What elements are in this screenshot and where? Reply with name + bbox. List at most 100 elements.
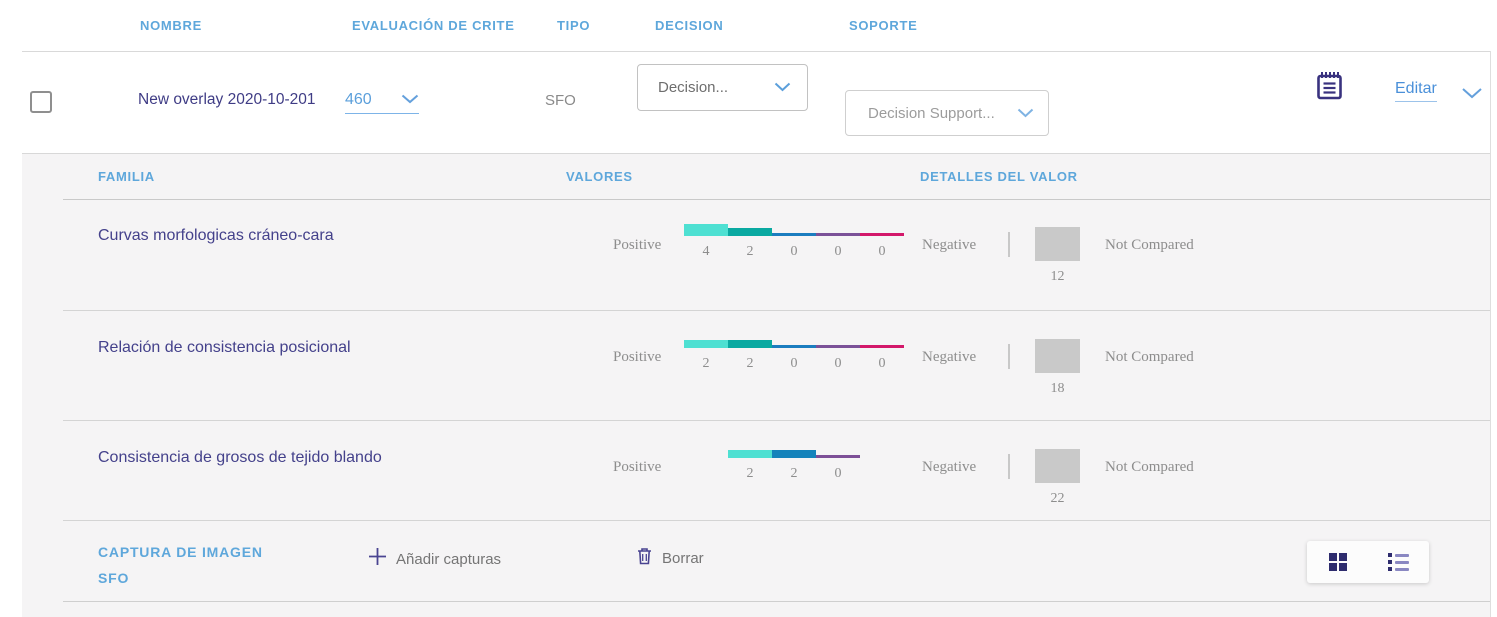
bar	[684, 224, 728, 236]
detail-panel: FAMILIA VALORES DETALLES DEL VALOR Curva…	[22, 153, 1490, 617]
bar-value-label: 0	[790, 356, 798, 371]
add-captures-label: Añadir capturas	[396, 550, 502, 568]
bar-segment: 4	[684, 224, 728, 259]
bar-segment: 0	[816, 455, 860, 481]
positive-label: Positive	[613, 237, 662, 253]
positive-label: Positive	[613, 459, 662, 475]
separator-bar	[1008, 232, 1010, 257]
detail-column-valores: VALORES	[566, 169, 633, 184]
bar	[860, 345, 904, 348]
row-expand-chevron-icon[interactable]	[1461, 86, 1483, 104]
column-header-decision: DECISION	[655, 18, 724, 33]
bar-value-label: 2	[746, 356, 754, 371]
bar-value-label: 0	[878, 356, 886, 371]
bar	[772, 450, 816, 458]
capture-section-title: CAPTURA DE IMAGEN SFO	[98, 539, 263, 591]
table-row: Relación de consistencia posicional Posi…	[22, 311, 1490, 421]
not-compared-label: Not Compared	[1105, 349, 1194, 365]
bar-segment: 2	[772, 450, 816, 481]
negative-count: 12	[1050, 269, 1065, 284]
delete-button[interactable]: Borrar	[637, 547, 704, 570]
detail-column-detalles: DETALLES DEL VALOR	[920, 169, 1078, 184]
bar-segment: 0	[860, 345, 904, 371]
separator-bar	[1008, 344, 1010, 369]
bar-segment: 0	[816, 233, 860, 259]
negative-count-box	[1035, 449, 1080, 483]
grid-view-button[interactable]	[1307, 541, 1368, 583]
column-header-soporte: SOPORTE	[849, 18, 918, 33]
evaluacion-select[interactable]: 460	[345, 87, 419, 114]
chevron-down-icon	[401, 91, 419, 109]
detail-header-divider	[63, 199, 1490, 200]
familia-label: Consistencia de grosos de tejido blando	[98, 449, 382, 466]
capture-section-divider	[63, 601, 1490, 602]
tipo-value: SFO	[545, 92, 576, 109]
column-header-nombre: NOMBRE	[140, 18, 202, 33]
bar	[772, 233, 816, 236]
bar-value-label: 0	[878, 244, 886, 259]
bar	[728, 450, 772, 458]
bar-segment: 0	[772, 345, 816, 371]
negative-count: 22	[1050, 491, 1065, 506]
decision-dropdown-label: Decision...	[658, 79, 729, 96]
bar-segment: 2	[728, 340, 772, 371]
not-compared-label: Not Compared	[1105, 237, 1194, 253]
plus-icon	[368, 547, 387, 571]
grid-view-icon	[1328, 553, 1347, 571]
header-divider	[22, 51, 1490, 52]
bar	[728, 340, 772, 348]
capture-title-line2: SFO	[98, 570, 130, 586]
bar-value-label: 4	[702, 244, 710, 259]
column-header-tipo: TIPO	[557, 18, 591, 33]
trash-icon	[637, 547, 652, 570]
negative-count-box	[1035, 339, 1080, 373]
negative-label: Negative	[922, 237, 977, 253]
bar-value-label: 0	[834, 466, 842, 481]
list-view-button[interactable]	[1368, 541, 1429, 583]
decision-dropdown[interactable]: Decision...	[637, 64, 808, 111]
values-bar-chart: 2 2 0	[634, 450, 954, 481]
bar-segment: 0	[816, 345, 860, 371]
familia-label: Relación de consistencia posicional	[98, 339, 351, 356]
positive-label: Positive	[613, 349, 662, 365]
bar-value-label: 2	[790, 466, 798, 481]
negative-label: Negative	[922, 459, 977, 475]
detail-column-familia: FAMILIA	[98, 169, 155, 184]
bar	[816, 455, 860, 458]
editar-link[interactable]: Editar	[1395, 80, 1437, 102]
bar	[684, 340, 728, 348]
add-captures-button[interactable]: Añadir capturas	[368, 547, 501, 571]
bar	[860, 233, 904, 236]
values-bar-chart: 4 2 0 0 0	[634, 224, 954, 259]
not-compared-label: Not Compared	[1105, 459, 1194, 475]
chevron-down-icon	[1017, 105, 1034, 122]
bar	[816, 233, 860, 236]
row-checkbox[interactable]	[30, 91, 52, 113]
values-bar-chart: 2 2 0 0 0	[634, 340, 954, 371]
bar	[728, 228, 772, 236]
list-view-icon	[1388, 553, 1409, 571]
familia-label: Curvas morfologicas cráneo-cara	[98, 227, 334, 244]
table-row: Consistencia de grosos de tejido blando …	[22, 421, 1490, 521]
bar	[772, 345, 816, 348]
decision-support-label: Decision Support...	[868, 104, 995, 122]
bar-segment: 2	[728, 450, 772, 481]
bar-value-label: 2	[702, 356, 710, 371]
column-header-evaluacion: EVALUACIÓN DE CRITE	[352, 18, 515, 33]
evaluacion-value: 460	[345, 91, 372, 108]
decision-support-dropdown[interactable]: Decision Support...	[845, 90, 1049, 136]
bar	[816, 345, 860, 348]
bar-segment: 0	[860, 233, 904, 259]
overlay-name: New overlay 2020-10-201	[138, 91, 316, 108]
bar-value-label: 0	[834, 356, 842, 371]
capture-title-line1: CAPTURA DE IMAGEN	[98, 544, 263, 560]
bar-value-label: 0	[834, 244, 842, 259]
bar-segment: 2	[684, 340, 728, 371]
bar-value-label: 2	[746, 466, 754, 481]
notepad-icon[interactable]	[1316, 71, 1344, 101]
bar-segment: 0	[772, 233, 816, 259]
table-row: Curvas morfologicas cráneo-cara Positive…	[22, 199, 1490, 311]
view-toggle-group	[1307, 541, 1429, 583]
negative-label: Negative	[922, 349, 977, 365]
